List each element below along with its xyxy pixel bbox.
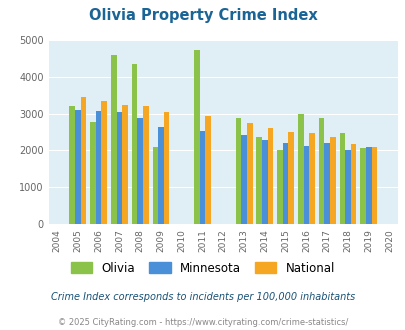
Bar [303, 146, 309, 224]
Text: Crime Index corresponds to incidents per 100,000 inhabitants: Crime Index corresponds to incidents per… [51, 292, 354, 302]
Bar [324, 144, 329, 224]
Bar [81, 97, 86, 224]
Bar [365, 147, 371, 224]
Bar [111, 55, 116, 224]
Bar [371, 147, 376, 224]
Bar [344, 150, 350, 224]
Bar [116, 112, 122, 224]
Bar [329, 137, 335, 224]
Bar [246, 123, 252, 224]
Bar [90, 122, 96, 224]
Bar [158, 127, 163, 224]
Bar [261, 140, 267, 224]
Bar [282, 143, 288, 224]
Bar [339, 133, 344, 224]
Bar [205, 116, 211, 224]
Text: © 2025 CityRating.com - https://www.cityrating.com/crime-statistics/: © 2025 CityRating.com - https://www.city… [58, 318, 347, 327]
Bar [309, 133, 314, 224]
Bar [256, 137, 261, 224]
Bar [350, 144, 356, 224]
Bar [360, 148, 365, 224]
Text: Olivia Property Crime Index: Olivia Property Crime Index [88, 8, 317, 23]
Legend: Olivia, Minnesota, National: Olivia, Minnesota, National [70, 262, 335, 275]
Bar [297, 114, 303, 224]
Bar [96, 111, 101, 224]
Bar [132, 64, 137, 224]
Bar [235, 117, 241, 224]
Bar [152, 147, 158, 224]
Bar [194, 50, 199, 224]
Bar [137, 118, 143, 224]
Bar [318, 117, 324, 224]
Bar [199, 131, 205, 224]
Bar [143, 106, 148, 224]
Bar [277, 150, 282, 224]
Bar [288, 132, 293, 224]
Bar [69, 106, 75, 224]
Bar [241, 135, 246, 224]
Bar [267, 128, 273, 224]
Bar [163, 112, 169, 224]
Bar [122, 105, 128, 224]
Bar [75, 110, 81, 224]
Bar [101, 101, 107, 224]
